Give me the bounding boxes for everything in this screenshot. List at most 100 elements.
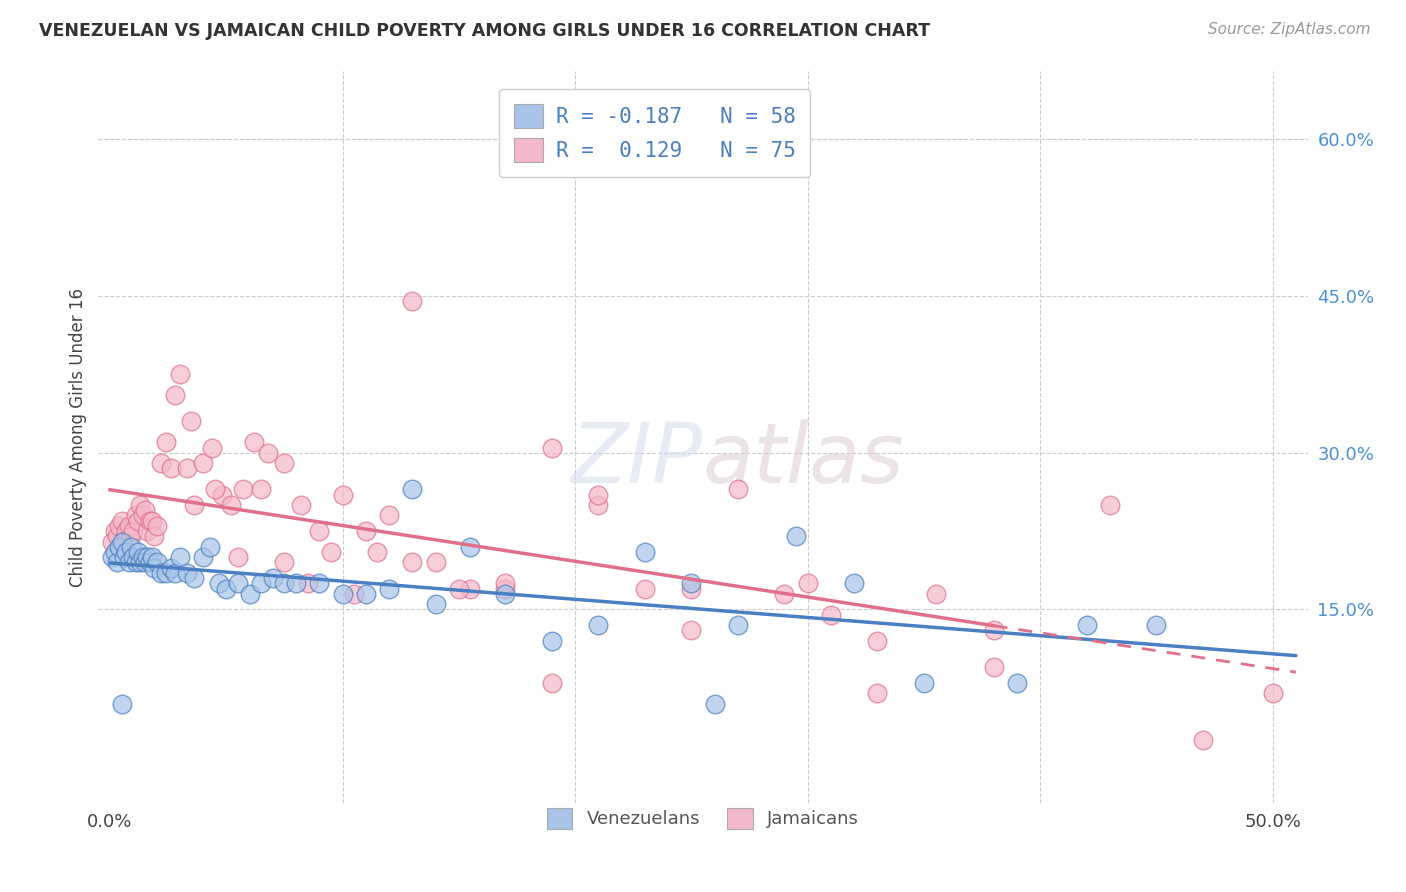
Point: [122, 524, 145, 538]
Point: [112, 534, 135, 549]
Point: [104, 524, 127, 538]
Point: [226, 576, 249, 591]
Point: [785, 529, 807, 543]
Point: [122, 550, 145, 565]
Point: [124, 508, 146, 523]
Point: [354, 587, 377, 601]
Point: [215, 582, 238, 596]
Point: [820, 607, 842, 622]
Point: [131, 550, 153, 565]
Point: [134, 556, 156, 570]
Point: [257, 446, 280, 460]
Point: [198, 540, 221, 554]
Point: [844, 576, 866, 591]
Point: [124, 556, 146, 570]
Point: [208, 576, 231, 591]
Legend: Venezuelans, Jamaicans: Venezuelans, Jamaicans: [538, 798, 868, 838]
Point: [1261, 686, 1284, 700]
Point: [155, 435, 177, 450]
Point: [143, 529, 166, 543]
Point: [105, 529, 128, 543]
Point: [634, 545, 657, 559]
Point: [285, 576, 308, 591]
Point: [460, 582, 482, 596]
Text: Source: ZipAtlas.com: Source: ZipAtlas.com: [1208, 22, 1371, 37]
Point: [138, 514, 160, 528]
Point: [111, 697, 134, 711]
Point: [191, 456, 214, 470]
Point: [866, 686, 889, 700]
Point: [343, 587, 366, 601]
Point: [983, 660, 1005, 674]
Point: [773, 587, 796, 601]
Point: [150, 456, 173, 470]
Point: [1192, 733, 1215, 747]
Point: [211, 487, 233, 501]
Point: [136, 550, 159, 565]
Point: [183, 498, 205, 512]
Point: [111, 534, 134, 549]
Point: [250, 576, 273, 591]
Point: [727, 618, 749, 632]
Point: [101, 534, 124, 549]
Point: [155, 566, 177, 580]
Point: [105, 556, 128, 570]
Point: [588, 618, 610, 632]
Point: [159, 560, 181, 574]
Point: [165, 388, 187, 402]
Point: [378, 582, 401, 596]
Point: [681, 582, 703, 596]
Text: ZIP: ZIP: [571, 418, 703, 500]
Point: [494, 587, 516, 601]
Text: VENEZUELAN VS JAMAICAN CHILD POVERTY AMONG GIRLS UNDER 16 CORRELATION CHART: VENEZUELAN VS JAMAICAN CHILD POVERTY AMO…: [39, 22, 931, 40]
Point: [239, 587, 262, 601]
Point: [1098, 498, 1121, 512]
Point: [232, 483, 254, 497]
Point: [297, 576, 319, 591]
Point: [204, 483, 226, 497]
Point: [141, 514, 163, 528]
Point: [425, 556, 447, 570]
Point: [540, 441, 562, 455]
Point: [141, 550, 163, 565]
Point: [308, 576, 330, 591]
Point: [1005, 675, 1028, 690]
Point: [1076, 618, 1098, 632]
Point: [180, 414, 202, 428]
Point: [118, 519, 141, 533]
Point: [401, 294, 423, 309]
Point: [115, 524, 138, 538]
Point: [308, 524, 330, 538]
Point: [165, 566, 187, 580]
Point: [134, 503, 156, 517]
Point: [494, 576, 516, 591]
Point: [112, 550, 135, 565]
Point: [634, 582, 657, 596]
Point: [273, 456, 295, 470]
Point: [118, 556, 141, 570]
Point: [540, 675, 562, 690]
Point: [681, 624, 703, 638]
Point: [176, 566, 198, 580]
Point: [127, 545, 149, 559]
Point: [332, 487, 354, 501]
Point: [136, 524, 159, 538]
Point: [332, 587, 354, 601]
Point: [494, 582, 516, 596]
Point: [219, 498, 242, 512]
Point: [127, 514, 149, 528]
Point: [273, 576, 295, 591]
Point: [191, 550, 214, 565]
Point: [703, 697, 725, 711]
Point: [924, 587, 946, 601]
Y-axis label: Child Poverty Among Girls Under 16: Child Poverty Among Girls Under 16: [69, 287, 87, 587]
Point: [250, 483, 273, 497]
Point: [129, 556, 152, 570]
Point: [131, 508, 153, 523]
Point: [101, 550, 124, 565]
Point: [111, 514, 134, 528]
Point: [983, 624, 1005, 638]
Text: atlas: atlas: [703, 418, 904, 500]
Point: [226, 550, 249, 565]
Point: [290, 498, 312, 512]
